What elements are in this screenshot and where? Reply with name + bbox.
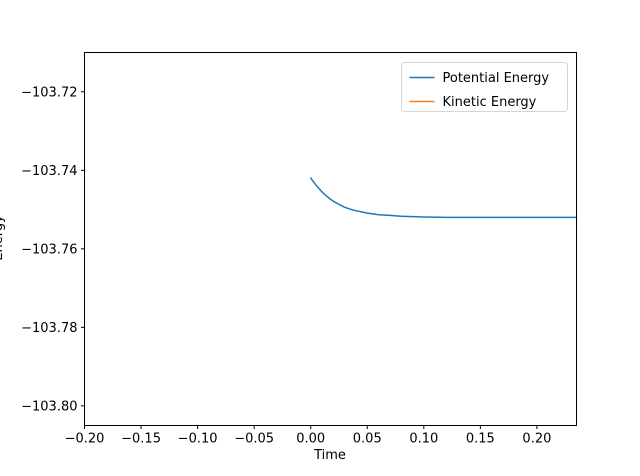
y-axis-label: Energy <box>0 215 6 261</box>
x-tick-label: 0.10 <box>409 432 438 447</box>
x-axis-label: Time <box>313 448 346 463</box>
y-tick-label: −103.78 <box>21 321 77 336</box>
y-tick-label: −103.74 <box>21 164 77 179</box>
x-tick-label: −0.05 <box>234 432 274 447</box>
legend-label: Potential Energy <box>443 71 550 86</box>
legend-box <box>401 62 568 112</box>
x-tick-label: 0.20 <box>522 432 551 447</box>
x-tick-label: −0.10 <box>178 432 218 447</box>
legend: Potential Energy Kinetic Energy <box>401 62 568 112</box>
legend-label: Kinetic Energy <box>443 95 537 110</box>
y-tick-label: −103.80 <box>21 399 77 414</box>
y-tick-label: −103.72 <box>21 85 77 100</box>
series-group <box>309 177 578 219</box>
x-tick-label: 0.15 <box>466 432 495 447</box>
series-line-potential-energy <box>309 177 578 219</box>
y-tick-label: −103.76 <box>21 242 77 257</box>
x-tick-label: −0.20 <box>65 432 105 447</box>
ticks-group: −0.20 −0.15 −0.10 −0.05 0.00 0.05 0.10 0.15 0.20… <box>21 85 551 446</box>
x-tick-label: 0.05 <box>353 432 382 447</box>
x-tick-label: −0.15 <box>121 432 161 447</box>
x-tick-label: 0.00 <box>296 432 325 447</box>
axes-frame <box>84 52 577 426</box>
